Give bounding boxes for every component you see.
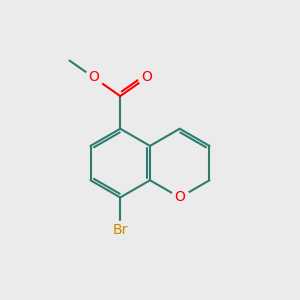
- Text: Br: Br: [112, 223, 128, 237]
- Text: O: O: [88, 70, 99, 84]
- Text: O: O: [142, 70, 152, 84]
- Text: O: O: [174, 190, 185, 204]
